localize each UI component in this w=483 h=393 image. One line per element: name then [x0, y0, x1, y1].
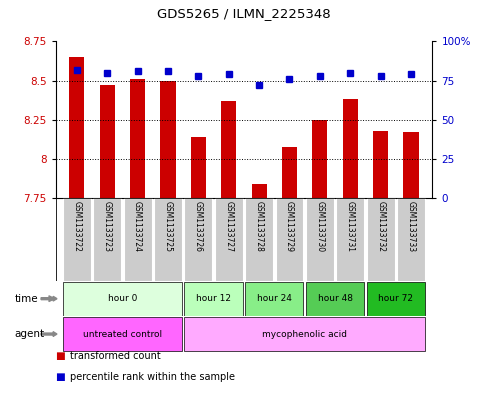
Bar	[130, 79, 145, 198]
Bar	[373, 131, 388, 198]
Text: hour 48: hour 48	[317, 294, 353, 303]
Bar	[306, 282, 364, 316]
Bar	[185, 198, 213, 281]
Bar	[185, 282, 242, 316]
Bar	[282, 147, 297, 198]
Bar	[336, 198, 364, 281]
Bar	[403, 132, 419, 198]
Text: GSM1133728: GSM1133728	[255, 201, 264, 252]
Bar	[63, 317, 182, 351]
Text: transformed count: transformed count	[70, 351, 161, 361]
Text: GSM1133724: GSM1133724	[133, 201, 142, 252]
Bar	[185, 317, 425, 351]
Text: GSM1133722: GSM1133722	[72, 201, 81, 252]
Bar	[160, 81, 175, 198]
Bar	[367, 198, 395, 281]
Text: time: time	[14, 294, 38, 304]
Text: GSM1133726: GSM1133726	[194, 201, 203, 252]
Bar	[221, 101, 236, 198]
Text: ■: ■	[56, 351, 65, 361]
Bar	[93, 198, 121, 281]
Text: ■: ■	[56, 372, 65, 382]
Text: GSM1133723: GSM1133723	[103, 201, 112, 252]
Text: GSM1133729: GSM1133729	[285, 201, 294, 252]
Bar	[397, 198, 425, 281]
Bar	[342, 99, 358, 198]
Bar	[154, 198, 182, 281]
Bar	[63, 282, 182, 316]
Text: GSM1133725: GSM1133725	[163, 201, 172, 252]
Bar	[306, 198, 334, 281]
Bar	[69, 57, 85, 198]
Text: GDS5265 / ILMN_2225348: GDS5265 / ILMN_2225348	[157, 7, 331, 20]
Bar	[191, 137, 206, 198]
Bar	[215, 198, 242, 281]
Bar	[252, 184, 267, 198]
Bar	[99, 85, 115, 198]
Text: GSM1133730: GSM1133730	[315, 201, 325, 252]
Text: GSM1133733: GSM1133733	[407, 201, 415, 252]
Bar	[124, 198, 152, 281]
Text: agent: agent	[14, 329, 44, 339]
Bar	[313, 120, 327, 198]
Bar	[245, 282, 303, 316]
Text: untreated control: untreated control	[83, 330, 162, 338]
Bar	[245, 198, 273, 281]
Text: hour 12: hour 12	[196, 294, 231, 303]
Bar	[275, 198, 303, 281]
Bar	[367, 282, 425, 316]
Text: GSM1133727: GSM1133727	[224, 201, 233, 252]
Text: GSM1133732: GSM1133732	[376, 201, 385, 252]
Text: hour 0: hour 0	[108, 294, 137, 303]
Text: hour 24: hour 24	[257, 294, 292, 303]
Text: percentile rank within the sample: percentile rank within the sample	[70, 372, 235, 382]
Text: GSM1133731: GSM1133731	[346, 201, 355, 252]
Text: mycophenolic acid: mycophenolic acid	[262, 330, 347, 338]
Text: hour 72: hour 72	[378, 294, 413, 303]
Bar	[63, 198, 91, 281]
